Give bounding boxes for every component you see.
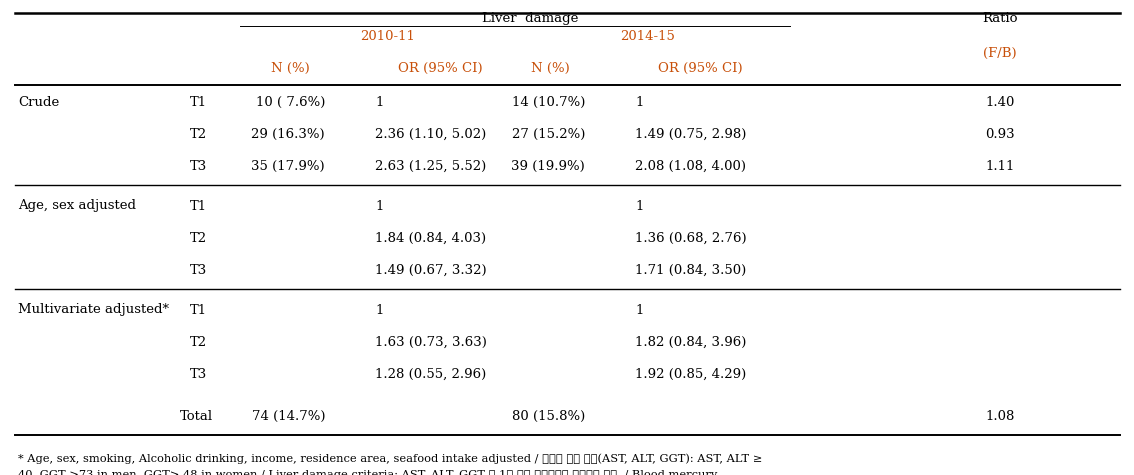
Text: 1.82 (0.84, 3.96): 1.82 (0.84, 3.96) [635, 335, 746, 349]
Text: T1: T1 [191, 95, 208, 108]
Text: 1.49 (0.75, 2.98): 1.49 (0.75, 2.98) [635, 127, 746, 141]
Text: 1.36 (0.68, 2.76): 1.36 (0.68, 2.76) [635, 231, 746, 245]
Text: 2.08 (1.08, 4.00): 2.08 (1.08, 4.00) [635, 160, 746, 172]
Text: 29 (16.3%): 29 (16.3%) [252, 127, 325, 141]
Text: Ratio: Ratio [982, 12, 1017, 25]
Text: 1.11: 1.11 [985, 160, 1015, 172]
Text: T1: T1 [191, 200, 208, 212]
Text: 1.92 (0.85, 4.29): 1.92 (0.85, 4.29) [635, 368, 746, 380]
Text: 1: 1 [375, 304, 383, 316]
Text: 1.84 (0.84, 4.03): 1.84 (0.84, 4.03) [375, 231, 486, 245]
Text: OR (95% CI): OR (95% CI) [398, 62, 482, 75]
Text: 1.49 (0.67, 3.32): 1.49 (0.67, 3.32) [375, 264, 486, 276]
Text: 2.36 (1.10, 5.02): 2.36 (1.10, 5.02) [375, 127, 486, 141]
Text: T3: T3 [191, 264, 208, 276]
Text: 1: 1 [635, 95, 643, 108]
Text: T2: T2 [191, 231, 208, 245]
Text: 1: 1 [635, 304, 643, 316]
Text: Multivariate adjusted*: Multivariate adjusted* [18, 304, 169, 316]
Text: 27 (15.2%): 27 (15.2%) [511, 127, 585, 141]
Text: 2010-11: 2010-11 [361, 30, 415, 43]
Text: T2: T2 [191, 127, 208, 141]
Text: Liver  damage: Liver damage [482, 12, 578, 25]
Text: 1.08: 1.08 [985, 409, 1015, 422]
Text: (F/B): (F/B) [983, 47, 1017, 60]
Text: Total: Total [180, 409, 213, 422]
Text: 0.93: 0.93 [985, 127, 1015, 141]
Text: 39 (19.9%): 39 (19.9%) [511, 160, 585, 172]
Text: T1: T1 [191, 304, 208, 316]
Text: 1.63 (0.73, 3.63): 1.63 (0.73, 3.63) [375, 335, 486, 349]
Text: 1.40: 1.40 [985, 95, 1015, 108]
Text: 35 (17.9%): 35 (17.9%) [252, 160, 325, 172]
Text: 2.63 (1.25, 5.52): 2.63 (1.25, 5.52) [375, 160, 486, 172]
Text: T2: T2 [191, 335, 208, 349]
Text: 1.71 (0.84, 3.50): 1.71 (0.84, 3.50) [635, 264, 746, 276]
Text: 2014-15: 2014-15 [620, 30, 675, 43]
Text: Crude: Crude [18, 95, 59, 108]
Text: 74 (14.7%): 74 (14.7%) [252, 409, 325, 422]
Text: 80 (15.8%): 80 (15.8%) [511, 409, 585, 422]
Text: T3: T3 [191, 368, 208, 380]
Text: 1: 1 [635, 200, 643, 212]
Text: 1.28 (0.55, 2.96): 1.28 (0.55, 2.96) [375, 368, 486, 380]
Text: Age, sex adjusted: Age, sex adjusted [18, 200, 136, 212]
Text: 40, GGT >73 in men, GGT> 48 in women / Liver damage criteria: AST, ALT, GGT 중 1개: 40, GGT >73 in men, GGT> 48 in women / L… [18, 470, 717, 475]
Text: N (%): N (%) [531, 62, 569, 75]
Text: * Age, sex, smoking, Alcoholic drinking, income, residence area, seafood intake : * Age, sex, smoking, Alcoholic drinking,… [18, 453, 762, 464]
Text: 14 (10.7%): 14 (10.7%) [511, 95, 585, 108]
Text: T3: T3 [191, 160, 208, 172]
Text: N (%): N (%) [271, 62, 310, 75]
Text: 10 ( 7.6%): 10 ( 7.6%) [255, 95, 325, 108]
Text: OR (95% CI): OR (95% CI) [658, 62, 743, 75]
Text: 1: 1 [375, 95, 383, 108]
Text: 1: 1 [375, 200, 383, 212]
